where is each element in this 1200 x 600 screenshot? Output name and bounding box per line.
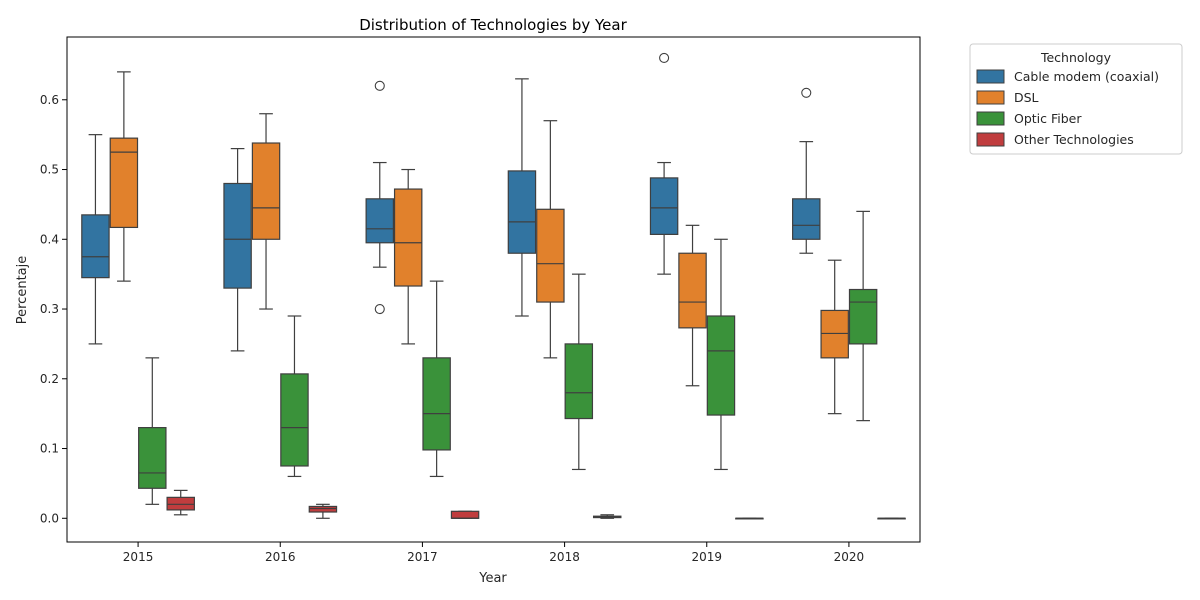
- box-optic-fiber-2019: [706, 238, 736, 471]
- outlier-point: [374, 303, 385, 315]
- legend-swatch: [976, 132, 1005, 147]
- box-dsl-2020: [820, 259, 849, 415]
- box-other-technologies-2019: [735, 517, 764, 520]
- legend-items: Cable modem (coaxial) DSL Optic Fiber Other…: [976, 69, 1159, 147]
- x-axis: 2015 2016 2017 2018 2019 2020: [123, 542, 864, 564]
- x-tick-label: 2015: [123, 550, 154, 564]
- box-iqr: [848, 288, 878, 345]
- y-tick-label: 0.4: [40, 232, 59, 246]
- box-cable-modem-coaxial-2018: [507, 78, 537, 317]
- y-tick-label: 0.0: [40, 511, 59, 525]
- legend-label: Other Technologies: [1014, 132, 1134, 147]
- legend-frame: [969, 43, 1183, 155]
- box-other-technologies-2018: [592, 514, 622, 519]
- box-iqr: [166, 496, 195, 511]
- box-cable-modem-coaxial-2015: [81, 134, 110, 345]
- outlier-point: [801, 87, 812, 98]
- plot-frame: [66, 36, 921, 543]
- legend-item-dsl: DSL: [976, 90, 1039, 105]
- box-dsl-2015: [109, 71, 139, 282]
- box-iqr: [649, 177, 679, 235]
- y-axis: 0.0 0.1 0.2 0.3 0.4 0.5 0.6: [40, 93, 67, 525]
- box-iqr: [365, 198, 395, 244]
- x-tick-label: 2017: [407, 550, 438, 564]
- chart-title: Distribution of Technologies by Year: [359, 16, 627, 34]
- box-optic-fiber-2017: [422, 280, 451, 478]
- box-iqr: [536, 208, 565, 303]
- box-iqr: [308, 505, 338, 513]
- box-dsl-2017: [393, 168, 423, 345]
- legend-label: Optic Fiber: [1014, 111, 1082, 126]
- y-axis-title: Percentaje: [15, 256, 30, 325]
- box-iqr: [223, 182, 252, 289]
- y-tick-label: 0.3: [40, 302, 59, 316]
- x-axis-title: Year: [478, 571, 507, 586]
- legend-swatch: [976, 69, 1005, 84]
- x-tick-label: 2020: [834, 550, 865, 564]
- box-dsl-2018: [536, 120, 565, 359]
- outlier-point: [659, 52, 670, 63]
- y-tick-label: 0.6: [40, 93, 59, 107]
- box-cable-modem-coaxial-2017: [365, 80, 395, 315]
- box-iqr: [138, 427, 167, 489]
- outlier-point: [374, 80, 385, 91]
- box-other-technologies-2017: [450, 510, 480, 519]
- legend-item-other-technologies: Other Technologies: [976, 132, 1134, 147]
- box-other-technologies-2016: [308, 503, 338, 519]
- box-optic-fiber-2015: [138, 357, 167, 505]
- box-iqr: [280, 373, 309, 467]
- box-other-technologies-2015: [166, 489, 195, 516]
- box-iqr: [422, 357, 451, 451]
- box-cable-modem-coaxial-2016: [223, 148, 252, 352]
- box-iqr: [507, 170, 537, 254]
- legend-label: DSL: [1014, 90, 1039, 105]
- legend-label: Cable modem (coaxial): [1014, 69, 1159, 84]
- legend: Technology Cable modem (coaxial) DSL Optic…: [969, 43, 1183, 155]
- box-optic-fiber-2020: [848, 210, 878, 422]
- box-dsl-2019: [678, 224, 707, 387]
- box-iqr: [450, 510, 480, 519]
- box-iqr: [792, 198, 821, 240]
- box-optic-fiber-2016: [280, 315, 309, 478]
- box-iqr: [820, 309, 849, 359]
- x-tick-label: 2018: [549, 550, 580, 564]
- legend-item-optic-fiber: Optic Fiber: [976, 111, 1082, 126]
- legend-swatch: [976, 111, 1005, 126]
- box-iqr: [564, 343, 594, 420]
- box-optic-fiber-2018: [564, 273, 594, 471]
- box-dsl-2016: [251, 113, 281, 310]
- plot-area: [66, 36, 921, 543]
- legend-swatch: [976, 90, 1005, 105]
- x-tick-label: 2019: [691, 550, 722, 564]
- legend-title: Technology: [1040, 50, 1112, 65]
- box-iqr: [706, 315, 736, 416]
- legend-item-cable-modem-coaxial: Cable modem (coaxial): [976, 69, 1159, 84]
- x-tick-label: 2016: [265, 550, 296, 564]
- y-tick-label: 0.1: [40, 442, 59, 456]
- box-iqr: [251, 142, 281, 240]
- box-iqr: [109, 137, 139, 229]
- box-cable-modem-coaxial-2019: [649, 52, 679, 275]
- box-iqr: [393, 188, 423, 287]
- box-other-technologies-2020: [877, 517, 906, 520]
- box-cable-modem-coaxial-2020: [792, 87, 821, 254]
- box-iqr: [81, 214, 110, 279]
- y-tick-label: 0.5: [40, 163, 59, 177]
- box-iqr: [678, 252, 707, 329]
- y-tick-label: 0.2: [40, 372, 59, 386]
